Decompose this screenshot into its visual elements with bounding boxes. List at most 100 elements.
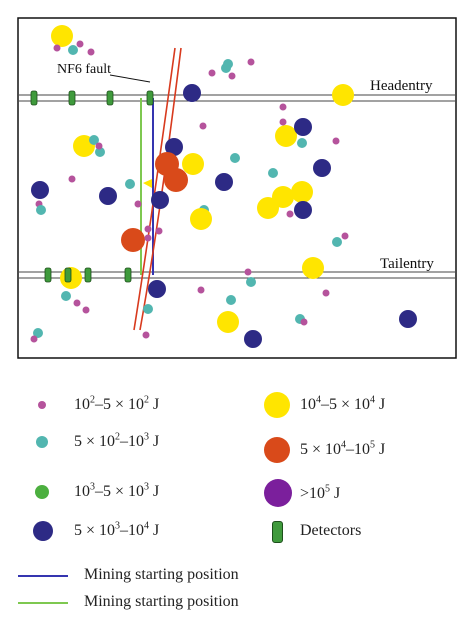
event-marker-e5 [215, 173, 233, 191]
event-marker-e2 [68, 175, 76, 183]
event-marker-e2 [228, 72, 236, 80]
legend-line1-swatch [18, 575, 68, 577]
event-marker-e3 [68, 45, 78, 55]
event-marker-e2 [341, 232, 349, 240]
detector-icon [64, 267, 72, 283]
event-marker-e3 [226, 295, 236, 305]
legend-e6-marker [264, 392, 290, 418]
event-marker-e2 [73, 299, 81, 307]
event-marker-e3 [230, 153, 240, 163]
event-marker-e2 [300, 318, 308, 326]
nf6-fault-line [133, 47, 182, 331]
event-marker-e7 [164, 168, 188, 192]
event-marker-e2 [144, 234, 152, 242]
event-marker-e2 [134, 200, 142, 208]
legend-e7-marker [264, 437, 290, 463]
event-marker-e2 [76, 40, 84, 48]
event-marker-e6 [275, 125, 297, 147]
tailentry-label: Tailentry [380, 256, 434, 272]
event-marker-e5 [313, 159, 331, 177]
detector-icon [272, 521, 283, 543]
event-marker-e3 [223, 59, 233, 69]
event-marker-e3 [297, 138, 307, 148]
event-marker-e2 [332, 137, 340, 145]
event-marker-e3 [36, 205, 46, 215]
fault-label-leader [109, 74, 151, 83]
event-marker-e5 [148, 280, 166, 298]
detector-icon [124, 267, 132, 283]
detector-icon [68, 90, 76, 106]
event-marker-e6 [302, 257, 324, 279]
detector-icon [44, 267, 52, 283]
event-marker-e3 [143, 304, 153, 314]
event-marker-e3 [125, 179, 135, 189]
event-marker-e2 [279, 118, 287, 126]
legend-e5-marker [33, 521, 53, 541]
event-marker-e3 [246, 277, 256, 287]
legend-e6-label: 104–5 × 104 J [300, 394, 386, 413]
events-layer [30, 25, 417, 348]
detector-icon [146, 90, 154, 106]
event-marker-e2 [142, 331, 150, 339]
event-marker-e3 [268, 168, 278, 178]
event-marker-e5 [294, 201, 312, 219]
detectors-layer [30, 90, 154, 283]
event-marker-e2 [286, 210, 294, 218]
legend-e4-label: 103–5 × 103 J [74, 481, 160, 500]
detector-icon [30, 90, 38, 106]
legend-line2-swatch [18, 602, 68, 604]
event-marker-e5 [294, 118, 312, 136]
advance-arrow [143, 179, 152, 188]
event-marker-e6 [332, 84, 354, 106]
event-marker-e2 [279, 103, 287, 111]
event-marker-e5 [31, 181, 49, 199]
event-marker-e2 [244, 268, 252, 276]
event-marker-e6 [182, 153, 204, 175]
event-marker-e6 [257, 197, 279, 219]
event-marker-e6 [190, 208, 212, 230]
legend-e7-label: 5 × 104–105 J [300, 439, 386, 458]
legend-e3-marker [36, 436, 48, 448]
event-marker-e5 [99, 187, 117, 205]
event-marker-e2 [144, 225, 152, 233]
event-marker-e6 [291, 181, 313, 203]
legend-e2-marker [38, 401, 46, 409]
legend-line1-label: Mining starting position [84, 566, 239, 583]
legend-e2-label: 102–5 × 102 J [74, 394, 160, 413]
event-marker-e3 [33, 328, 43, 338]
event-marker-e3 [332, 237, 342, 247]
event-marker-e2 [95, 142, 103, 150]
mine-map: NF6 fault Headentry Tailentry [17, 17, 457, 359]
event-marker-e2 [208, 69, 216, 77]
event-marker-e3 [61, 291, 71, 301]
legend-e5-label: 5 × 103–104 J [74, 520, 160, 539]
legend-line2-label: Mining starting position [84, 593, 239, 610]
legend-e8-label: >105 J [300, 483, 341, 502]
event-marker-e7 [121, 228, 145, 252]
event-marker-e2 [199, 122, 207, 130]
detector-icon [106, 90, 114, 106]
map-frame [17, 17, 457, 359]
event-marker-e2 [247, 58, 255, 66]
legend-e4-marker [35, 485, 49, 499]
event-marker-e2 [87, 48, 95, 56]
event-marker-e5 [244, 330, 262, 348]
fault-label: NF6 fault [57, 62, 111, 77]
legend-e3-label: 5 × 102–103 J [74, 431, 160, 450]
headentry-label: Headentry [370, 78, 433, 94]
event-marker-e2 [155, 227, 163, 235]
event-marker-e2 [197, 286, 205, 294]
event-marker-e6 [51, 25, 73, 47]
event-marker-e6 [217, 311, 239, 333]
detector-icon [84, 267, 92, 283]
event-marker-e2 [82, 306, 90, 314]
event-marker-e3 [89, 135, 99, 145]
legend-detectors-label: Detectors [300, 522, 362, 539]
event-marker-e5 [183, 84, 201, 102]
event-marker-e5 [399, 310, 417, 328]
event-marker-e3 [95, 147, 105, 157]
event-marker-e5 [165, 138, 183, 156]
event-marker-e2 [322, 289, 330, 297]
event-marker-e5 [151, 191, 169, 209]
legend-e8-marker [264, 479, 292, 507]
